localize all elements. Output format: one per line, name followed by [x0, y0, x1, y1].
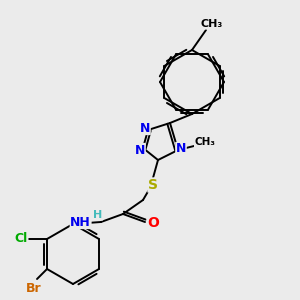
Text: NH: NH: [70, 215, 91, 229]
Text: CH₃: CH₃: [194, 137, 215, 147]
Text: N: N: [140, 122, 150, 134]
Text: Cl: Cl: [14, 232, 28, 245]
Text: S: S: [148, 178, 158, 192]
Text: CH₃: CH₃: [201, 19, 223, 29]
Text: N: N: [135, 143, 145, 157]
Text: O: O: [147, 216, 159, 230]
Text: H: H: [93, 210, 103, 220]
Text: Br: Br: [26, 283, 42, 296]
Text: N: N: [176, 142, 186, 155]
